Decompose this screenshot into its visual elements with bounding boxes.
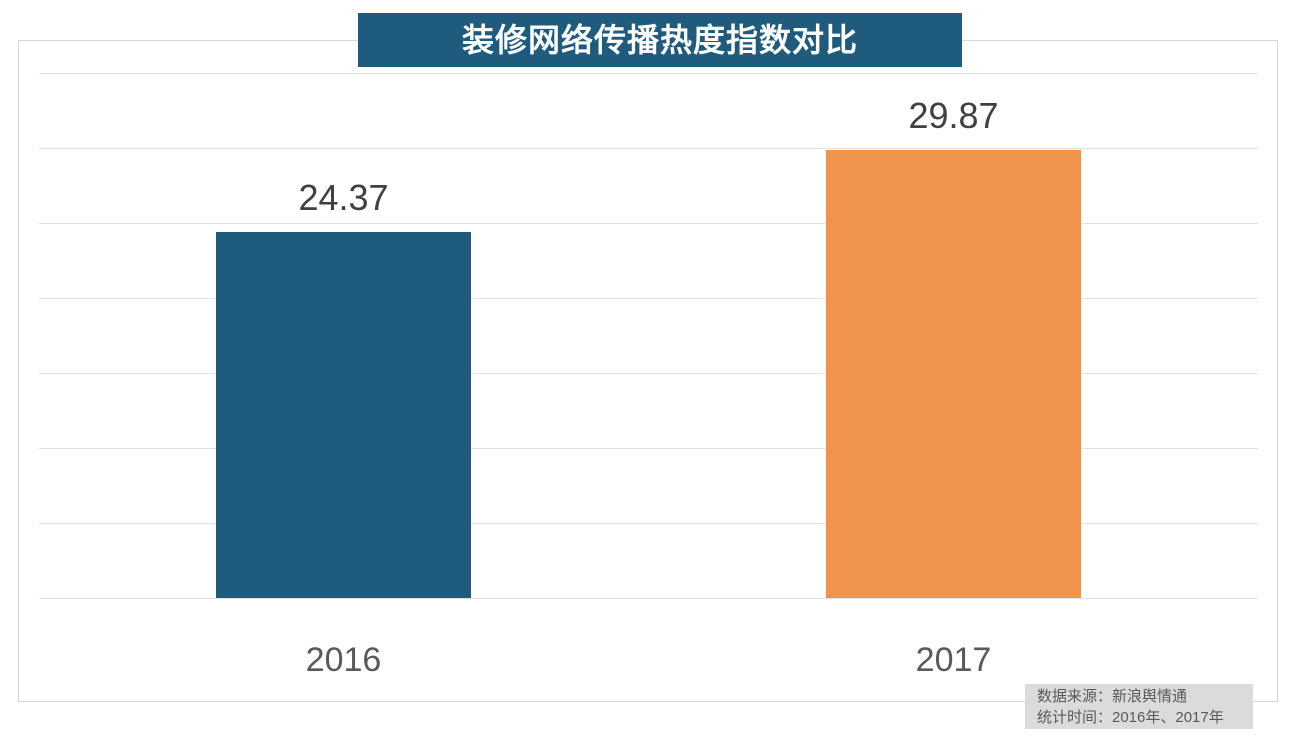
bar-2017: [826, 149, 1081, 598]
source-line: 数据来源：新浪舆情通: [1037, 688, 1188, 705]
bar-2016: [216, 232, 471, 598]
gridline-5: [39, 523, 1258, 524]
gridline-15: [39, 373, 1258, 374]
x-axis-label-2016: 2016: [305, 641, 382, 679]
gridline-30: [39, 148, 1258, 149]
chart-title: 装修网络传播热度指数对比: [461, 22, 858, 58]
gridline-25: [39, 223, 1258, 224]
gridline-0: [39, 598, 1258, 599]
plot-border: [18, 40, 1278, 702]
bar-value-label-2016: 24.37: [298, 177, 389, 219]
chart-title-bar: 装修网络传播热度指数对比: [358, 13, 962, 67]
bar-value-label-2017: 29.87: [908, 94, 999, 136]
bar-column-2016: 24.37: [216, 38, 471, 598]
bar-column-2017: 29.87: [826, 38, 1081, 598]
source-note: 数据来源：新浪舆情通 统计时间：2016年、2017年: [1025, 684, 1253, 729]
gridline-35: [39, 73, 1258, 74]
x-axis-label-2017: 2017: [915, 641, 992, 679]
gridline-10: [39, 448, 1258, 449]
period-line: 统计时间：2016年、2017年: [1037, 709, 1224, 726]
gridline-20: [39, 298, 1258, 299]
